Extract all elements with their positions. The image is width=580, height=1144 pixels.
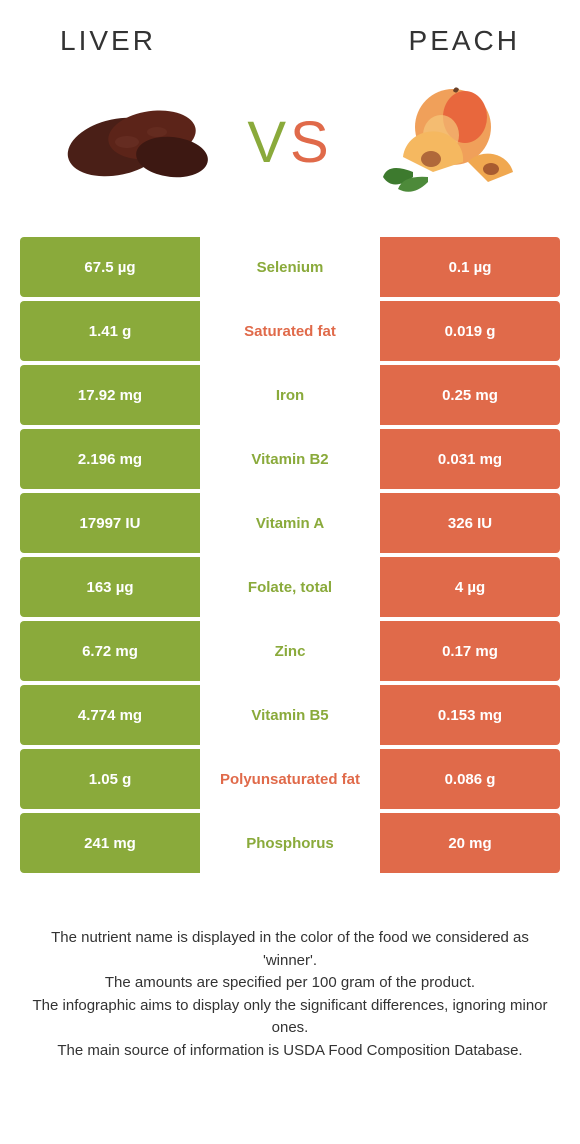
- value-left: 1.05 g: [20, 749, 200, 809]
- value-right: 4 µg: [380, 557, 560, 617]
- nutrient-table: 67.5 µgSelenium0.1 µg1.41 gSaturated fat…: [0, 237, 580, 873]
- value-left: 17997 IU: [20, 493, 200, 553]
- title-left: LIVER: [60, 25, 156, 57]
- table-row: 1.41 gSaturated fat0.019 g: [20, 301, 560, 361]
- nutrient-label: Phosphorus: [200, 813, 380, 873]
- footer-line: The infographic aims to display only the…: [30, 995, 550, 1040]
- table-row: 17.92 mgIron0.25 mg: [20, 365, 560, 425]
- table-row: 1.05 gPolyunsaturated fat0.086 g: [20, 749, 560, 809]
- table-row: 67.5 µgSelenium0.1 µg: [20, 237, 560, 297]
- peach-image: [353, 77, 523, 207]
- table-row: 163 µgFolate, total4 µg: [20, 557, 560, 617]
- value-right: 0.1 µg: [380, 237, 560, 297]
- nutrient-label: Folate, total: [200, 557, 380, 617]
- value-right: 326 IU: [380, 493, 560, 553]
- value-right: 0.17 mg: [380, 621, 560, 681]
- nutrient-label: Saturated fat: [200, 301, 380, 361]
- table-row: 241 mgPhosphorus20 mg: [20, 813, 560, 873]
- value-left: 67.5 µg: [20, 237, 200, 297]
- value-left: 1.41 g: [20, 301, 200, 361]
- nutrient-label: Selenium: [200, 237, 380, 297]
- nutrient-label: Zinc: [200, 621, 380, 681]
- liver-image: [57, 77, 227, 207]
- table-row: 6.72 mgZinc0.17 mg: [20, 621, 560, 681]
- vs-row: VS: [0, 67, 580, 237]
- header-row: LIVER PEACH: [0, 0, 580, 67]
- table-row: 17997 IUVitamin A326 IU: [20, 493, 560, 553]
- title-right: PEACH: [409, 25, 520, 57]
- nutrient-label: Iron: [200, 365, 380, 425]
- vs-s: S: [290, 110, 333, 175]
- footer-notes: The nutrient name is displayed in the co…: [0, 877, 580, 1082]
- value-right: 20 mg: [380, 813, 560, 873]
- vs-v: V: [247, 110, 290, 175]
- value-right: 0.019 g: [380, 301, 560, 361]
- nutrient-label: Vitamin B2: [200, 429, 380, 489]
- vs-label: VS: [247, 109, 332, 176]
- footer-line: The nutrient name is displayed in the co…: [30, 927, 550, 972]
- value-right: 0.031 mg: [380, 429, 560, 489]
- table-row: 4.774 mgVitamin B50.153 mg: [20, 685, 560, 745]
- value-right: 0.086 g: [380, 749, 560, 809]
- value-left: 4.774 mg: [20, 685, 200, 745]
- footer-line: The main source of information is USDA F…: [30, 1040, 550, 1063]
- value-left: 2.196 mg: [20, 429, 200, 489]
- footer-line: The amounts are specified per 100 gram o…: [30, 972, 550, 995]
- nutrient-label: Vitamin B5: [200, 685, 380, 745]
- value-left: 163 µg: [20, 557, 200, 617]
- value-right: 0.25 mg: [380, 365, 560, 425]
- table-row: 2.196 mgVitamin B20.031 mg: [20, 429, 560, 489]
- value-right: 0.153 mg: [380, 685, 560, 745]
- nutrient-label: Polyunsaturated fat: [200, 749, 380, 809]
- nutrient-label: Vitamin A: [200, 493, 380, 553]
- value-left: 6.72 mg: [20, 621, 200, 681]
- value-left: 241 mg: [20, 813, 200, 873]
- value-left: 17.92 mg: [20, 365, 200, 425]
